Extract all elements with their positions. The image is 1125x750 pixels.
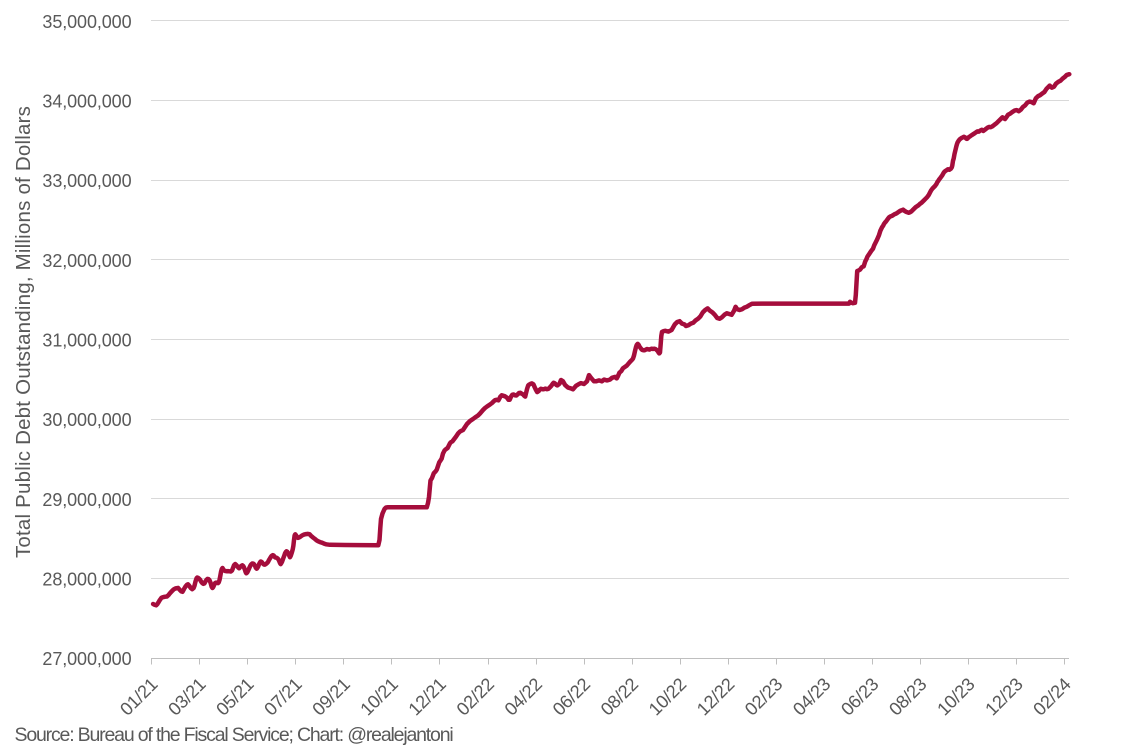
svg-text:32,000,000: 32,000,000 [42, 251, 131, 271]
svg-text:31,000,000: 31,000,000 [42, 331, 131, 351]
svg-text:Total Public Debt Outstanding,: Total Public Debt Outstanding, Millions … [12, 106, 35, 558]
svg-text:30,000,000: 30,000,000 [42, 410, 131, 430]
svg-text:35,000,000: 35,000,000 [42, 12, 131, 32]
svg-text:Source: Bureau of the Fiscal S: Source: Bureau of the Fiscal Service; Ch… [15, 724, 454, 746]
svg-text:27,000,000: 27,000,000 [42, 649, 131, 669]
svg-text:28,000,000: 28,000,000 [42, 569, 131, 589]
svg-text:34,000,000: 34,000,000 [42, 92, 131, 112]
svg-text:29,000,000: 29,000,000 [42, 490, 131, 510]
svg-text:33,000,000: 33,000,000 [42, 171, 131, 191]
